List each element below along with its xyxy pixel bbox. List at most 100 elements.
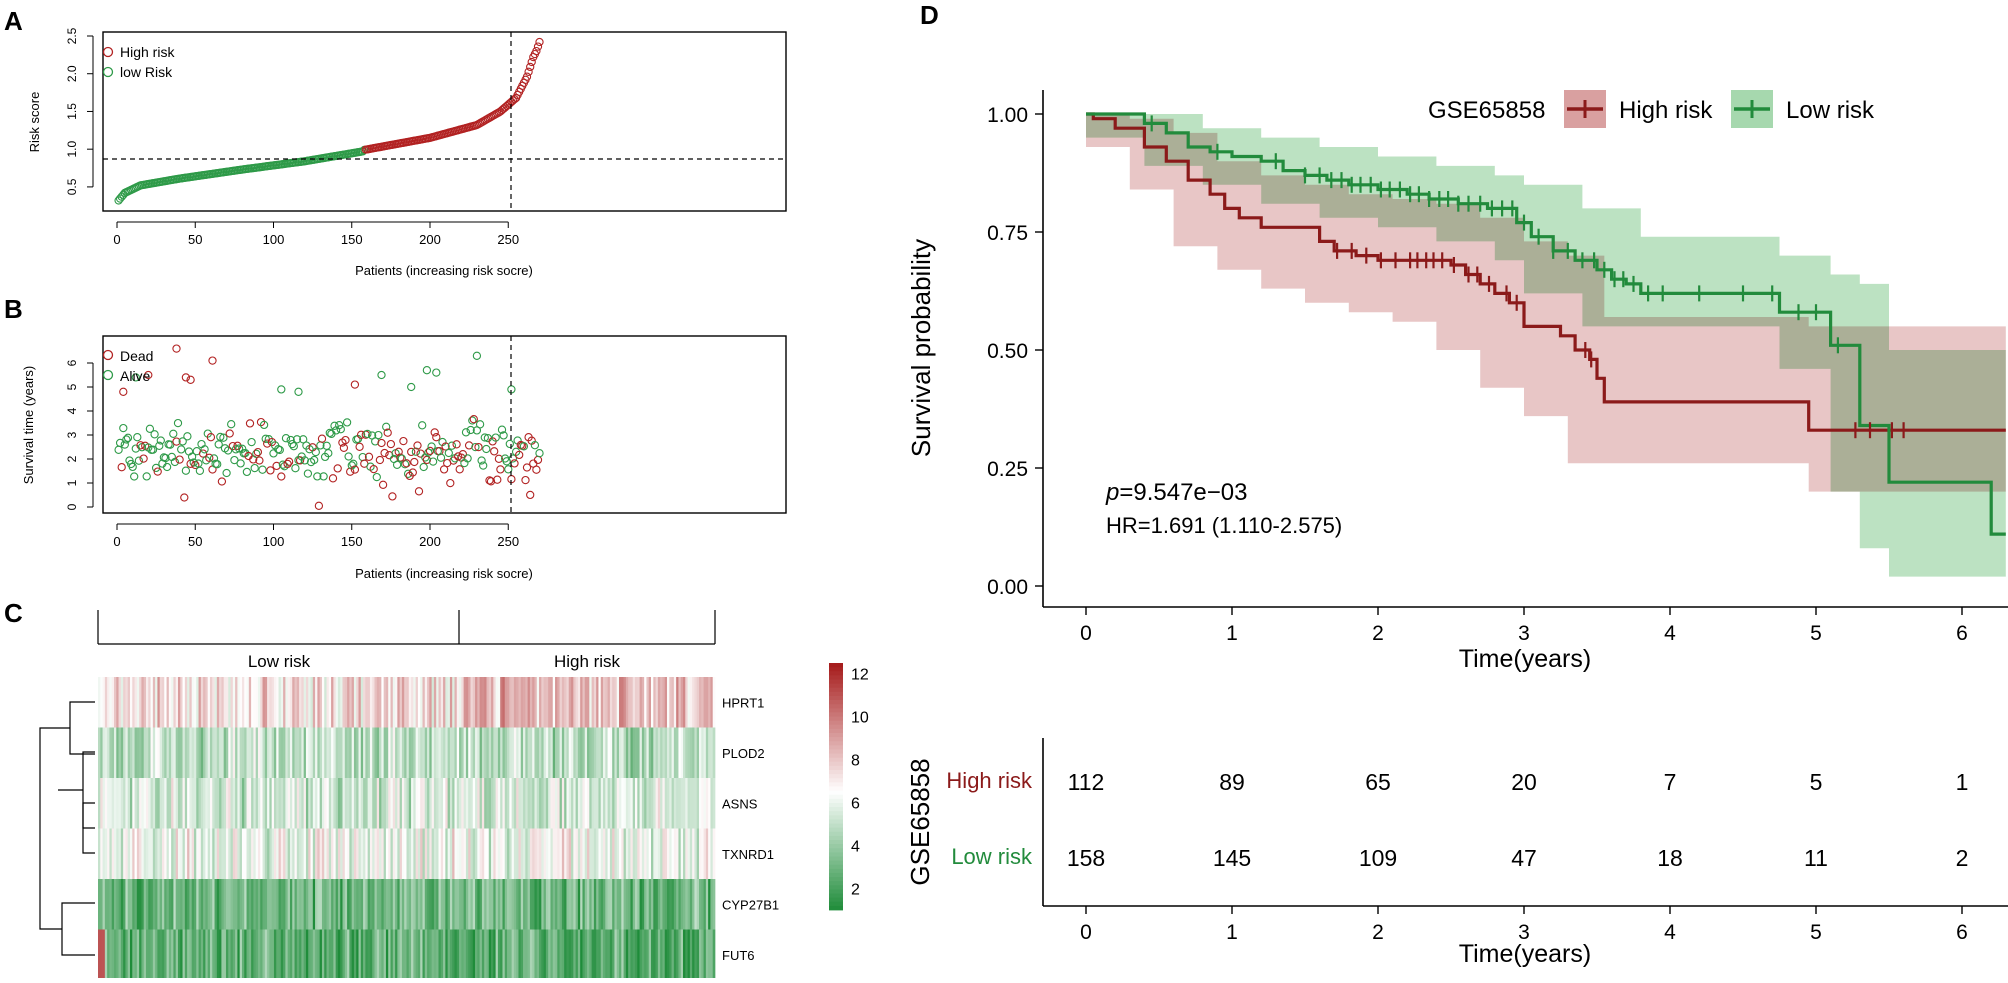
heatmap-cell (269, 727, 273, 778)
heatmap-cell (198, 929, 202, 980)
heatmap-cell (646, 828, 650, 879)
heatmap-cell (109, 778, 113, 829)
heatmap-cell (625, 677, 629, 728)
heatmap-cell (369, 677, 373, 728)
heatmap-cell (628, 727, 631, 778)
heatmap-cell (184, 929, 188, 980)
survival-point-alive (422, 366, 432, 375)
risk-score-plot-box (102, 31, 787, 212)
heatmap-cell (171, 879, 174, 930)
heatmap-cell (294, 828, 298, 879)
heatmap-cell (383, 727, 387, 778)
survival-point-alive (114, 445, 123, 454)
heatmap-cell (488, 879, 492, 930)
km-xlabel: Time(years) (1459, 645, 1591, 673)
heatmap-cell (136, 929, 140, 980)
heatmap-cell (189, 778, 193, 829)
heatmap-cell (173, 879, 177, 930)
heatmap-cell (132, 778, 135, 829)
heatmap-cell (689, 727, 693, 778)
heatmap-cell (381, 828, 384, 879)
heatmap-cell (470, 778, 474, 829)
heatmap-cell (619, 727, 622, 778)
heatmap-cell (648, 677, 652, 728)
heatmap-cell (413, 879, 416, 930)
heatmap-cell (669, 778, 672, 829)
heatmap-cell (246, 727, 250, 778)
survival-point-dead (493, 475, 502, 484)
heatmap-cell (182, 677, 186, 728)
survival-point-dead (485, 476, 494, 485)
heatmap-cell (415, 929, 419, 980)
heatmap-cell (644, 828, 647, 879)
heatmap-cell (646, 727, 650, 778)
heatmap-cell (475, 929, 478, 980)
heatmap-cell (516, 677, 519, 728)
heatmap-cell (561, 727, 565, 778)
heatmap-cell (575, 677, 579, 728)
heatmap-cell (477, 677, 480, 728)
heatmap-cell (500, 727, 503, 778)
heatmap-cell (513, 727, 517, 778)
heatmap-cell (317, 929, 321, 980)
heatmap-cell (481, 727, 485, 778)
survival-x-tick-label: 50 (188, 534, 202, 549)
heatmap-cell (344, 677, 348, 728)
risk-table-row-low-label: Low risk (951, 844, 1033, 869)
heatmap-cell (351, 929, 355, 980)
heatmap-cell (191, 929, 195, 980)
survival-point-alive (292, 435, 302, 444)
heatmap-cell (390, 879, 394, 930)
heatmap-cell (328, 727, 332, 778)
heatmap-cell (129, 929, 133, 980)
heatmap-cell (301, 778, 305, 829)
heatmap-cell (710, 828, 714, 879)
heatmap-cell (395, 929, 398, 980)
heatmap-cell (251, 828, 254, 879)
heatmap-cell (529, 929, 533, 980)
heatmap-cell (324, 929, 327, 980)
heatmap-cell (619, 879, 622, 930)
heatmap-cell (532, 879, 535, 930)
heatmap-cell (708, 677, 711, 728)
heatmap-cell (429, 879, 432, 930)
heatmap-cell (470, 929, 474, 980)
heatmap-cell (326, 879, 330, 930)
heatmap-cell (571, 677, 574, 728)
heatmap-cell (155, 677, 158, 728)
survival-point-alive (150, 430, 159, 439)
heatmap-cell (123, 828, 126, 879)
heatmap-cell (701, 677, 704, 728)
heatmap-cell (539, 828, 542, 879)
heatmap-cell (363, 879, 366, 930)
heatmap-cell (534, 879, 538, 930)
heatmap-cell (657, 677, 661, 728)
heatmap-cell (655, 828, 659, 879)
heatmap-cell (219, 929, 222, 980)
heatmap-cell (168, 879, 172, 930)
survival-point-alive (247, 437, 256, 447)
heatmap-cell (532, 929, 535, 980)
heatmap-cell (141, 677, 145, 728)
heatmap-cell (216, 677, 220, 728)
heatmap-cell (267, 727, 270, 778)
heatmap-cell (198, 778, 202, 829)
heatmap-cell (248, 929, 252, 980)
legend-low-risk-label: low Risk (120, 64, 173, 80)
heatmap-cell (159, 828, 163, 879)
heatmap-cell (182, 778, 186, 829)
heatmap-cell (397, 879, 400, 930)
heatmap-cell (411, 929, 414, 980)
survival-point-alive (336, 425, 345, 434)
survival-point-alive (145, 424, 155, 433)
heatmap-cell (564, 677, 567, 728)
heatmap-cell (331, 828, 334, 879)
survival-point-alive (319, 472, 328, 481)
heatmap-cell (143, 727, 147, 778)
heatmap-cell (552, 879, 556, 930)
heatmap-cell (98, 929, 101, 980)
heatmap-cell (237, 879, 241, 930)
heatmap-cell (276, 677, 279, 728)
legend-dead-marker (102, 349, 114, 361)
heatmap-cell (529, 677, 533, 728)
